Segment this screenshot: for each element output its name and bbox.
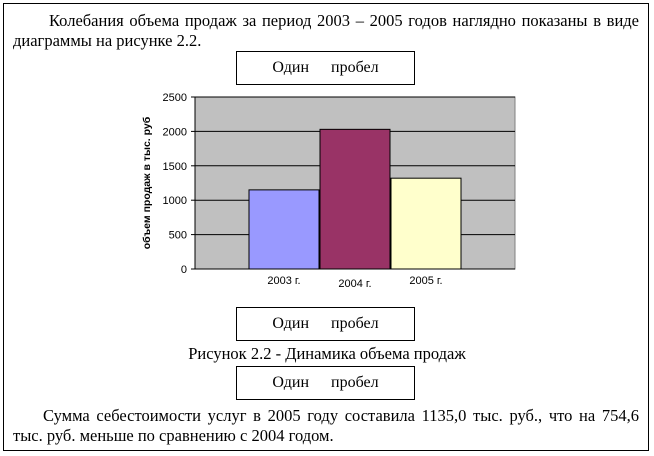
y-tick-label: 500 bbox=[169, 230, 187, 242]
spacer-box-bottom: Один пробел bbox=[236, 366, 415, 400]
spacer-box-middle: Один пробел bbox=[236, 307, 415, 341]
y-axis-label: объем продаж в тыс. руб bbox=[141, 116, 153, 249]
intro-paragraph: Колебания объема продаж за период 2003 –… bbox=[13, 11, 639, 50]
y-tick-label: 2000 bbox=[163, 126, 187, 138]
sales-bar-chart: 0 500 1000 1500 2000 2500 2003 г. 2004 г. 2005 … bbox=[141, 92, 516, 290]
x-tick-labels: 2003 г. 2004 г. 2005 г. bbox=[267, 275, 442, 290]
bars bbox=[248, 128, 462, 270]
x-tick-label: 2004 г. bbox=[338, 278, 371, 290]
y-tick-label: 1000 bbox=[163, 195, 187, 207]
spacer-box-top: Один пробел bbox=[236, 51, 415, 85]
x-tick-label: 2003 г. bbox=[267, 275, 300, 287]
y-tick-labels: 0 500 1000 1500 2000 2500 bbox=[163, 92, 187, 276]
page-frame bbox=[3, 3, 649, 451]
bar-2003 bbox=[248, 189, 320, 270]
summary-paragraph: Сумма себестоимости услуг в 2005 году со… bbox=[13, 406, 639, 445]
bar-2004 bbox=[319, 128, 391, 270]
y-tick-label: 1500 bbox=[163, 161, 187, 173]
figure-caption: Рисунок 2.2 - Динамика объема продаж bbox=[188, 344, 466, 363]
y-tick-label: 2500 bbox=[163, 92, 187, 104]
y-tick-label: 0 bbox=[181, 264, 187, 276]
x-tick-label: 2005 г. bbox=[409, 275, 442, 287]
bar-2005 bbox=[390, 177, 462, 270]
